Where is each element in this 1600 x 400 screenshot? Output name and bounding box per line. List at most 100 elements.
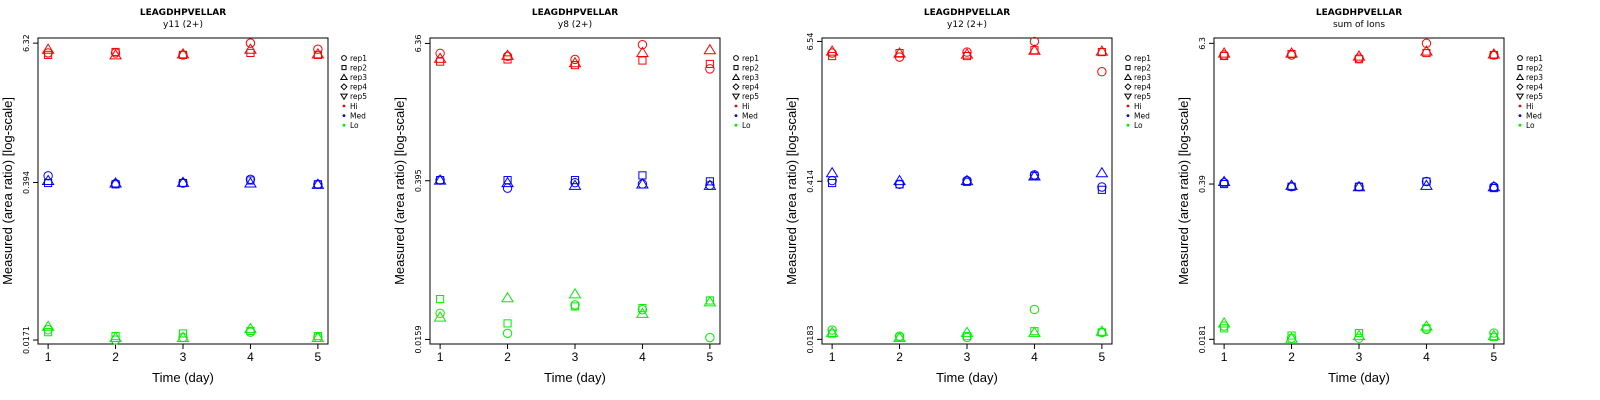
legend-color-dot: [1126, 123, 1130, 127]
data-point: [1422, 324, 1431, 333]
data-point: [1217, 47, 1231, 58]
data-point: [1352, 329, 1366, 341]
y-axis-label: Measured (area ratio) [log-scale]: [392, 97, 407, 285]
chart-title: LEAGDHPVELLAR: [1316, 8, 1402, 18]
legend-marker: [732, 83, 740, 91]
y-tick-label: 6.54: [806, 33, 815, 51]
x-axis-label: Time (day): [1328, 370, 1390, 385]
data-point: [570, 302, 580, 311]
data-point: [244, 43, 257, 54]
legend-label: Hi: [350, 102, 358, 111]
legend-marker: [733, 65, 739, 71]
legend-marker: [341, 65, 347, 71]
data-point: [503, 176, 512, 185]
x-axis-label: Time (day): [936, 370, 998, 385]
data-point: [893, 47, 906, 58]
legend-label: rep1: [1134, 54, 1151, 63]
y-tick-label: 6.36: [414, 35, 423, 53]
data-point: [436, 57, 445, 66]
data-point: [570, 177, 580, 188]
legend-marker: [1123, 73, 1133, 81]
x-tick-label: 4: [1031, 350, 1038, 364]
data-point: [1421, 176, 1432, 187]
data-point: [1421, 38, 1432, 49]
y-axis-label: Measured (area ratio) [log-scale]: [784, 97, 799, 285]
data-point: [1354, 55, 1364, 64]
legend-label: rep1: [742, 54, 759, 63]
data-point: [246, 326, 255, 335]
legend-label: rep4: [742, 83, 759, 92]
legend-color-dot: [1518, 114, 1522, 117]
data-point: [44, 50, 53, 59]
data-point: [502, 328, 513, 339]
data-point: [109, 48, 122, 60]
data-point: [637, 39, 648, 50]
legend-label: rep1: [350, 54, 367, 63]
legend-marker: [339, 93, 349, 101]
legend-marker: [1517, 55, 1523, 61]
x-tick-label: 1: [829, 350, 836, 364]
data-point: [703, 179, 717, 190]
data-point: [1420, 179, 1433, 190]
data-point: [962, 47, 972, 57]
x-tick-label: 3: [572, 350, 579, 364]
chart-subtitle: y8 (2+): [558, 20, 592, 30]
legend-color-dot: [1518, 123, 1522, 127]
chart-panel-1: LEAGDHPVELLAR y11 (2+) 1 2 3 4 5 0.0171 0.394 6.3…: [0, 8, 367, 385]
legend-label: Lo: [1526, 121, 1535, 130]
legend-marker: [1517, 65, 1523, 71]
data-point: [1421, 324, 1432, 335]
data-point: [960, 326, 974, 337]
data-point: [44, 328, 53, 337]
data-point: [1095, 166, 1109, 178]
chart-panel-2: LEAGDHPVELLAR y8 (2+) 1 2 3 4 5 0.0159 0.395 6.36…: [392, 8, 759, 385]
data-point: [1422, 177, 1431, 186]
data-point: [703, 295, 717, 307]
legend-marker: [1515, 73, 1525, 81]
data-point: [433, 311, 447, 322]
data-point: [893, 174, 906, 186]
x-axis-label: Time (day): [544, 370, 606, 385]
data-point: [178, 329, 188, 338]
y-tick-label: 0.394: [22, 171, 31, 194]
data-point: [825, 326, 839, 337]
data-point: [705, 177, 714, 186]
y-tick-label: 0.0181: [1198, 325, 1207, 353]
legend-label: rep5: [742, 92, 759, 101]
data-point: [1029, 304, 1040, 315]
legend-label: Med: [350, 111, 366, 120]
data-point: [44, 178, 53, 188]
legend-label: Med: [742, 111, 758, 120]
chart-subtitle: sum of Ions: [1333, 20, 1385, 30]
data-point: [433, 174, 447, 185]
legend-label: rep3: [1134, 73, 1151, 82]
data-point: [109, 331, 122, 342]
legend-marker: [1516, 83, 1524, 91]
data-point: [1028, 169, 1041, 181]
data-point: [435, 308, 445, 318]
data-point: [501, 176, 514, 188]
data-point: [1217, 175, 1231, 187]
data-point: [1028, 44, 1041, 55]
data-point: [636, 46, 649, 57]
data-point: [502, 183, 513, 193]
legend-label: Hi: [1134, 102, 1142, 111]
data-point: [176, 176, 190, 187]
y-tick-label: 0.0171: [22, 326, 31, 354]
data-point: [41, 43, 55, 54]
x-axis-label: Time (day): [152, 370, 214, 385]
data-point: [244, 177, 257, 188]
data-point: [43, 325, 53, 335]
legend-color-dot: [1126, 104, 1130, 108]
legend-label: rep5: [350, 92, 367, 101]
chart-title: LEAGDHPVELLAR: [140, 8, 226, 18]
data-point: [1352, 50, 1366, 61]
x-tick-label: 1: [437, 350, 444, 364]
legend-label: Hi: [1526, 102, 1534, 111]
data-point: [1487, 329, 1501, 341]
chart-subtitle: y12 (2+): [947, 20, 987, 30]
data-point: [568, 287, 582, 299]
y-tick-label: 0.0159: [414, 325, 423, 353]
